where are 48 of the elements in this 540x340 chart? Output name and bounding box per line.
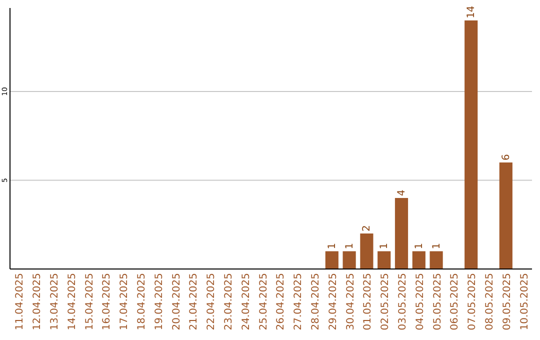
data-label: 1	[379, 242, 390, 250]
bar	[412, 251, 426, 269]
x-tick-label: 07.05.2025	[467, 273, 478, 330]
bar	[394, 198, 408, 269]
bar	[325, 251, 338, 269]
data-label: 2	[362, 225, 373, 232]
x-tick-label: 01.05.2025	[362, 273, 374, 330]
bar	[360, 233, 374, 269]
bar	[430, 251, 443, 269]
data-label: 6	[500, 154, 512, 160]
x-tick-label: 10.05.2025	[519, 273, 530, 330]
x-tick-label: 25.04.2025	[258, 273, 270, 330]
x-tick-label: 12.04.2025	[32, 273, 44, 330]
x-tick-label: 24.04.2025	[240, 273, 252, 330]
x-tick-label: 23.04.2025	[224, 273, 234, 330]
data-label: 1	[414, 242, 425, 250]
data-label: 4	[396, 190, 408, 196]
x-tick-label: 15.04.2025	[84, 273, 96, 330]
x-tick-label: 17.04.2025	[119, 273, 130, 330]
x-tick-label: 04.05.2025	[414, 273, 426, 330]
x-tick-label: 21.04.2025	[188, 273, 200, 330]
x-tick-label: 28.04.2025	[310, 273, 322, 330]
x-tick-label: 03.05.2025	[398, 273, 408, 330]
x-tick-label: 08.05.2025	[484, 273, 496, 330]
data-label: 1	[344, 242, 356, 250]
data-label: 1	[431, 242, 442, 250]
x-tick-label: 02.05.2025	[380, 273, 392, 330]
x-tick-label: 14.04.2025	[66, 273, 78, 330]
x-tick-label: 30.04.2025	[345, 273, 356, 330]
x-tick-label: 20.04.2025	[171, 273, 182, 330]
x-tick-label: 22.04.2025	[206, 273, 218, 330]
x-tick-label: 05.05.2025	[432, 273, 444, 330]
x-tick-label: 16.04.2025	[102, 273, 113, 330]
data-label: 14	[466, 6, 478, 18]
x-tick-label: 09.05.2025	[502, 273, 513, 330]
x-tick-label: 06.05.2025	[450, 273, 461, 330]
x-tick-label: 27.04.2025	[293, 273, 304, 330]
x-tick-label: 29.04.2025	[328, 273, 339, 330]
bar	[499, 162, 512, 269]
x-tick-label: 11.04.2025	[14, 273, 26, 330]
bar	[342, 251, 356, 269]
x-tick-label: 18.04.2025	[136, 273, 148, 330]
bar	[464, 20, 478, 269]
x-tick-label: 13.04.2025	[50, 273, 60, 330]
data-label: 1	[326, 242, 338, 250]
bar	[378, 251, 391, 269]
x-tick-label: 19.04.2025	[154, 273, 165, 330]
x-tick-label: 26.04.2025	[276, 273, 287, 330]
